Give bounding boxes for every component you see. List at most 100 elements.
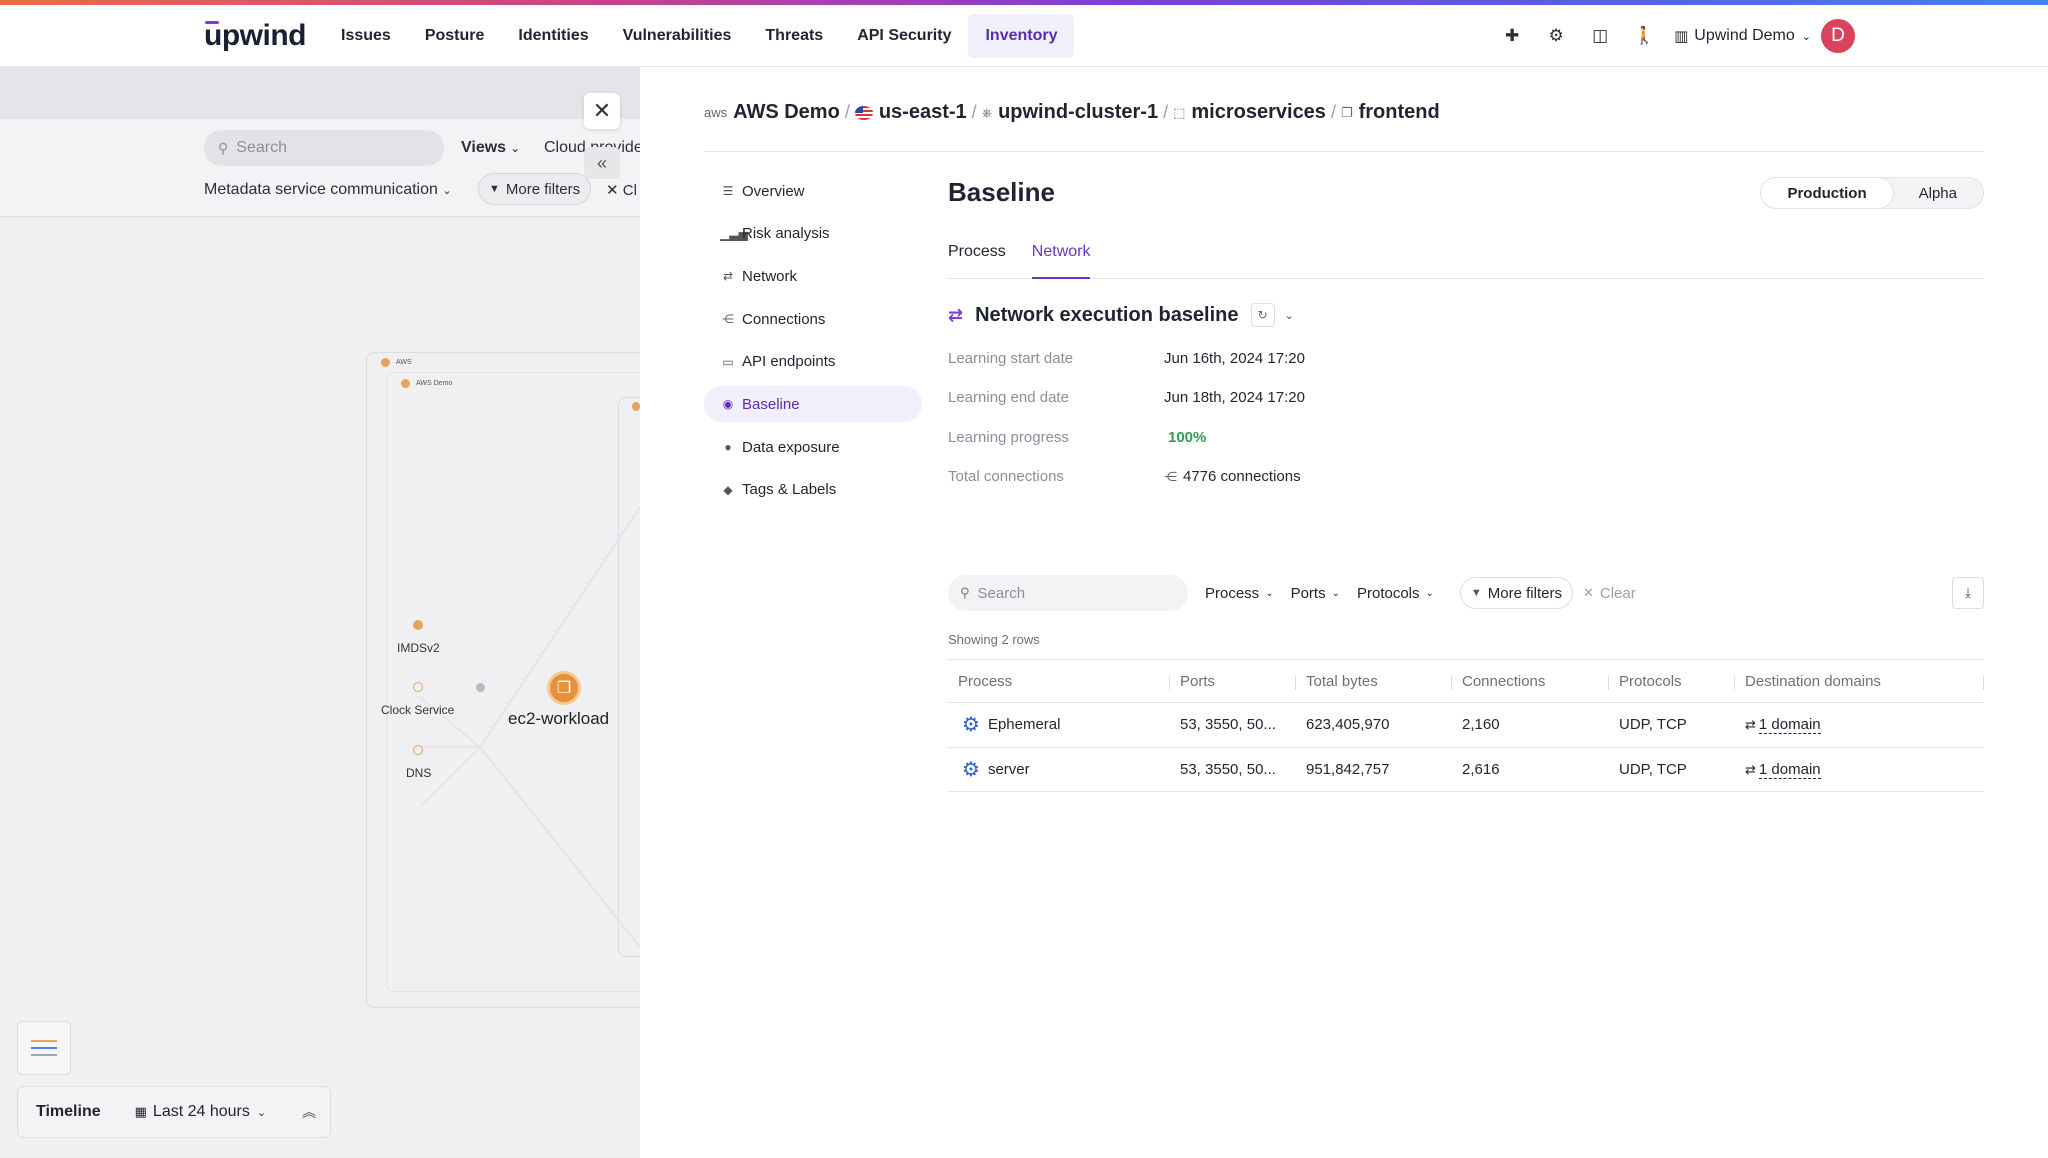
- chevron-down-icon: ⌄: [442, 185, 452, 197]
- detail-row: Total connections ⋲ 4776 connections: [948, 468, 1301, 486]
- chevron-down-icon: ⌄: [1331, 587, 1340, 599]
- book-icon[interactable]: ◫: [1592, 26, 1609, 45]
- ports-filter-dropdown[interactable]: Ports ⌄: [1290, 584, 1340, 602]
- nav-vulnerabilities[interactable]: Vulnerabilities: [622, 27, 732, 44]
- sidenav-item-data-exposure[interactable]: ● Data exposure: [704, 429, 922, 465]
- table-row[interactable]: ⚙ Ephemeral 53, 3550, 50... 623,405,970 2…: [948, 703, 1984, 748]
- arrows-icon: ⇄: [1745, 761, 1756, 777]
- region-node-dot[interactable]: [632, 402, 640, 411]
- gear-icon: ⚙: [962, 759, 980, 782]
- chevron-down-icon: ⌄: [256, 1106, 267, 1119]
- window-icon: ▭: [722, 354, 734, 369]
- nav-identities[interactable]: Identities: [518, 27, 589, 44]
- domains-link[interactable]: ⇄ 1 domain: [1745, 760, 1821, 779]
- expand-timeline-button[interactable]: ︽: [302, 1104, 317, 1120]
- breadcrumb-account[interactable]: AWS Demo: [733, 101, 840, 123]
- nav-issues[interactable]: Issues: [341, 27, 391, 44]
- aws-demo-node-dot[interactable]: [401, 379, 410, 388]
- nav-threats[interactable]: Threats: [765, 27, 824, 44]
- legend-button[interactable]: [17, 1021, 71, 1075]
- walking-person-icon[interactable]: 🚶: [1633, 26, 1655, 45]
- connections-icon: ⋲: [1164, 468, 1177, 484]
- clock-service-node[interactable]: [413, 682, 423, 692]
- clock-service-label: Clock Service: [381, 703, 455, 717]
- env-production-button[interactable]: Production: [1761, 178, 1893, 208]
- bars-icon: ▁▃▅: [720, 226, 748, 241]
- main-nav: Issues Posture Identities Vulnerabilitie…: [324, 5, 1075, 67]
- breadcrumb-workload[interactable]: frontend: [1358, 101, 1440, 123]
- baseline-tabs: Process Network: [948, 241, 1984, 279]
- env-alpha-button[interactable]: Alpha: [1918, 184, 1957, 202]
- sidenav-item-tags-labels[interactable]: ◆ Tags & Labels: [704, 472, 922, 508]
- tag-icon: ◆: [723, 482, 733, 497]
- col-total-bytes[interactable]: Total bytes: [1296, 673, 1452, 690]
- chevron-down-icon: ⌄: [1265, 587, 1274, 599]
- sidenav-item-overview[interactable]: ☰ Overview: [704, 173, 922, 209]
- breadcrumb-cluster[interactable]: upwind-cluster-1: [998, 101, 1159, 123]
- chevron-down-icon: ⌄: [510, 143, 520, 155]
- search-icon: ⚲: [960, 585, 970, 600]
- clear-filters-button[interactable]: ✕ Clear: [1582, 584, 1636, 602]
- table-search-input[interactable]: ⚲ Search: [948, 575, 1188, 611]
- close-icon: ✕: [606, 182, 619, 199]
- graph-clear-button[interactable]: ✕ Cl: [606, 182, 637, 199]
- chevron-down-icon: ⌄: [1801, 30, 1811, 43]
- org-selector[interactable]: ▥ Upwind Demo ⌄: [1674, 27, 1811, 45]
- more-filters-button[interactable]: ▼ More filters: [1459, 577, 1573, 609]
- download-button[interactable]: ⤓: [1952, 577, 1984, 609]
- dns-node[interactable]: [413, 745, 423, 755]
- table-row[interactable]: ⚙ server 53, 3550, 50... 951,842,757 2,61…: [948, 748, 1984, 793]
- sidenav-item-api-endpoints[interactable]: ▭ API endpoints: [704, 344, 922, 380]
- chevron-down-icon: ⌄: [1425, 587, 1434, 599]
- chevron-down-icon[interactable]: ⌄: [1284, 309, 1294, 322]
- graph-region-group: [618, 397, 640, 957]
- close-panel-button[interactable]: ✕: [584, 93, 620, 129]
- col-destination-domains[interactable]: Destination domains: [1735, 673, 1984, 690]
- gear-icon[interactable]: ⚙: [1548, 26, 1564, 45]
- ec2-workload-node[interactable]: ❐: [547, 671, 581, 705]
- tab-process[interactable]: Process: [948, 243, 1006, 260]
- col-connections[interactable]: Connections: [1452, 673, 1609, 690]
- environment-toggle: Production Alpha: [1760, 177, 1984, 209]
- section-title: ⇄ Network execution baseline ↻ ⌄: [948, 303, 1294, 327]
- graph-account-group: [386, 372, 640, 992]
- col-ports[interactable]: Ports: [1170, 673, 1296, 690]
- aws-node-dot[interactable]: [381, 358, 390, 367]
- refresh-button[interactable]: ↻: [1250, 303, 1275, 327]
- tab-network[interactable]: Network: [1031, 241, 1091, 279]
- nav-inventory[interactable]: Inventory: [968, 14, 1075, 58]
- sidenav-item-network[interactable]: ⇄ Network: [704, 258, 922, 294]
- domains-link[interactable]: ⇄ 1 domain: [1745, 715, 1821, 734]
- header-actions: ✚ ⚙ ◫ 🚶 ▥ Upwind Demo ⌄ D: [1490, 5, 2048, 67]
- metadata-filter-dropdown[interactable]: Metadata service communication ⌄: [204, 181, 452, 198]
- nav-posture[interactable]: Posture: [424, 27, 485, 44]
- collapse-panel-button[interactable]: «: [584, 147, 620, 179]
- timeline-label: Timeline: [36, 1103, 101, 1120]
- plus-icon[interactable]: ✚: [1504, 26, 1520, 45]
- table-header: Process Ports Total bytes Connections Pr…: [948, 659, 1984, 703]
- close-icon: ✕: [1582, 585, 1594, 600]
- col-process[interactable]: Process: [948, 673, 1170, 690]
- close-icon: ✕: [592, 98, 612, 123]
- col-protocols[interactable]: Protocols: [1609, 673, 1735, 690]
- sidenav-item-connections[interactable]: ⋲ Connections: [722, 310, 826, 328]
- imdsv2-node[interactable]: [413, 620, 423, 630]
- graph-search-input[interactable]: ⚲ Search: [204, 130, 444, 166]
- sidenav-item-baseline[interactable]: ◉ Baseline: [704, 386, 922, 423]
- detail-panel: aws AWS Demo / us-east-1 / ⎈ upwind-clus…: [640, 67, 2048, 1158]
- background-graph-view: ⚲ Search Views ⌄ Cloud provide Metadata …: [0, 67, 640, 1158]
- upwind-logo[interactable]: upwind: [204, 19, 306, 52]
- search-icon: ⚲: [218, 139, 229, 156]
- graph-more-filters-button[interactable]: ▼ More filters: [478, 173, 592, 205]
- views-dropdown[interactable]: Views ⌄: [461, 139, 520, 156]
- avatar[interactable]: D: [1821, 19, 1855, 53]
- process-filter-dropdown[interactable]: Process ⌄: [1205, 584, 1274, 602]
- protocols-filter-dropdown[interactable]: Protocols ⌄: [1356, 584, 1434, 602]
- timeline-range-dropdown[interactable]: ▦ Last 24 hours ⌄: [134, 1103, 267, 1120]
- nav-api-security[interactable]: API Security: [857, 27, 952, 44]
- breadcrumb-namespace[interactable]: microservices: [1191, 101, 1326, 123]
- sidenav-item-risk-analysis[interactable]: ▁▃▅ Risk analysis: [720, 225, 830, 243]
- graph-toolbar: ⚲ Search Views ⌄ Cloud provide Metadata …: [0, 67, 640, 217]
- breadcrumb-region[interactable]: us-east-1: [878, 101, 967, 123]
- namespace-icon: ⬚: [1173, 104, 1186, 120]
